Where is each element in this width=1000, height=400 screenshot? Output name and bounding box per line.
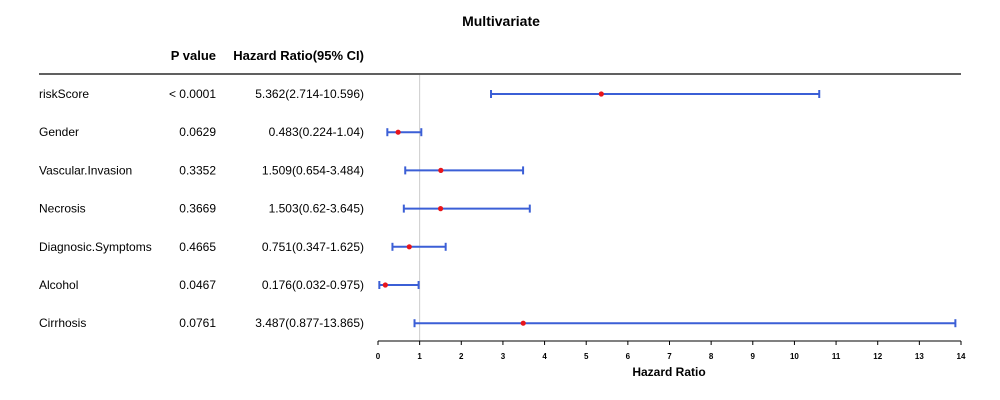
- x-tick-label: 11: [832, 352, 841, 361]
- x-tick-label: 9: [751, 352, 756, 361]
- x-axis-title: Hazard Ratio: [632, 365, 705, 379]
- variable-label: Diagnosic.Symptoms: [39, 240, 152, 254]
- table-row: Cirrhosis 0.0761 3.487(0.877-13.865): [39, 316, 957, 330]
- hr-point: [438, 167, 444, 173]
- pvalue-label: 0.0629: [179, 125, 216, 139]
- x-tick-label: 13: [915, 352, 924, 361]
- table-row: Necrosis 0.3669 1.503(0.62-3.645): [39, 202, 531, 216]
- pvalue-label: 0.0761: [179, 316, 216, 330]
- chart-title: Multivariate: [462, 13, 540, 29]
- hr-point: [406, 244, 412, 250]
- variable-label: Necrosis: [39, 202, 86, 216]
- x-tick-label: 10: [790, 352, 799, 361]
- x-tick-label: 8: [709, 352, 714, 361]
- hr-ci-label: 5.362(2.714-10.596): [255, 87, 364, 101]
- hr-point: [437, 206, 444, 212]
- table-row: Diagnosic.Symptoms 0.4665 0.751(0.347-1.62…: [39, 240, 447, 254]
- pvalue-column-header: P value: [171, 48, 216, 63]
- x-tick-label: 5: [584, 352, 589, 361]
- x-tick-label: 2: [459, 352, 464, 361]
- x-tick-label: 6: [626, 352, 631, 361]
- hr-column-header: Hazard Ratio(95% CI): [233, 48, 364, 63]
- x-tick-label: 7: [667, 352, 672, 361]
- hr-point: [382, 282, 388, 288]
- hr-point: [395, 129, 401, 135]
- variable-label: riskScore: [39, 87, 89, 101]
- x-tick-label: 12: [873, 352, 882, 361]
- pvalue-label: 0.0467: [179, 278, 216, 292]
- variable-label: Vascular.Invasion: [39, 163, 132, 177]
- hr-ci-label: 0.176(0.032-0.975): [262, 278, 364, 292]
- pvalue-label: 0.3669: [179, 202, 216, 216]
- hr-point: [598, 91, 604, 97]
- hr-ci-label: 1.503(0.62-3.645): [269, 202, 364, 216]
- hr-point: [520, 320, 526, 326]
- x-tick-label: 4: [542, 352, 547, 361]
- x-tick-label: 0: [376, 352, 381, 361]
- table-row: Gender 0.0629 0.483(0.224-1.04): [39, 125, 423, 139]
- pvalue-label: 0.4665: [179, 240, 216, 254]
- variable-label: Gender: [39, 125, 79, 139]
- table-row: Alcohol 0.0467 0.176(0.032-0.975): [39, 278, 420, 292]
- hr-ci-label: 1.509(0.654-3.484): [262, 163, 364, 177]
- table-row: riskScore < 0.0001 5.362(2.714-10.596): [39, 87, 821, 101]
- hr-ci-label: 0.483(0.224-1.04): [269, 125, 364, 139]
- hr-ci-label: 0.751(0.347-1.625): [262, 240, 364, 254]
- x-tick-label: 1: [417, 352, 422, 361]
- variable-label: Alcohol: [39, 278, 78, 292]
- pvalue-label: 0.3352: [179, 163, 216, 177]
- x-tick-label: 3: [501, 352, 506, 361]
- table-row: Vascular.Invasion 0.3352 1.509(0.654-3.484…: [39, 163, 525, 177]
- hr-ci-label: 3.487(0.877-13.865): [255, 316, 364, 330]
- x-tick-label: 14: [957, 352, 966, 361]
- variable-label: Cirrhosis: [39, 316, 86, 330]
- pvalue-label: < 0.0001: [169, 87, 216, 101]
